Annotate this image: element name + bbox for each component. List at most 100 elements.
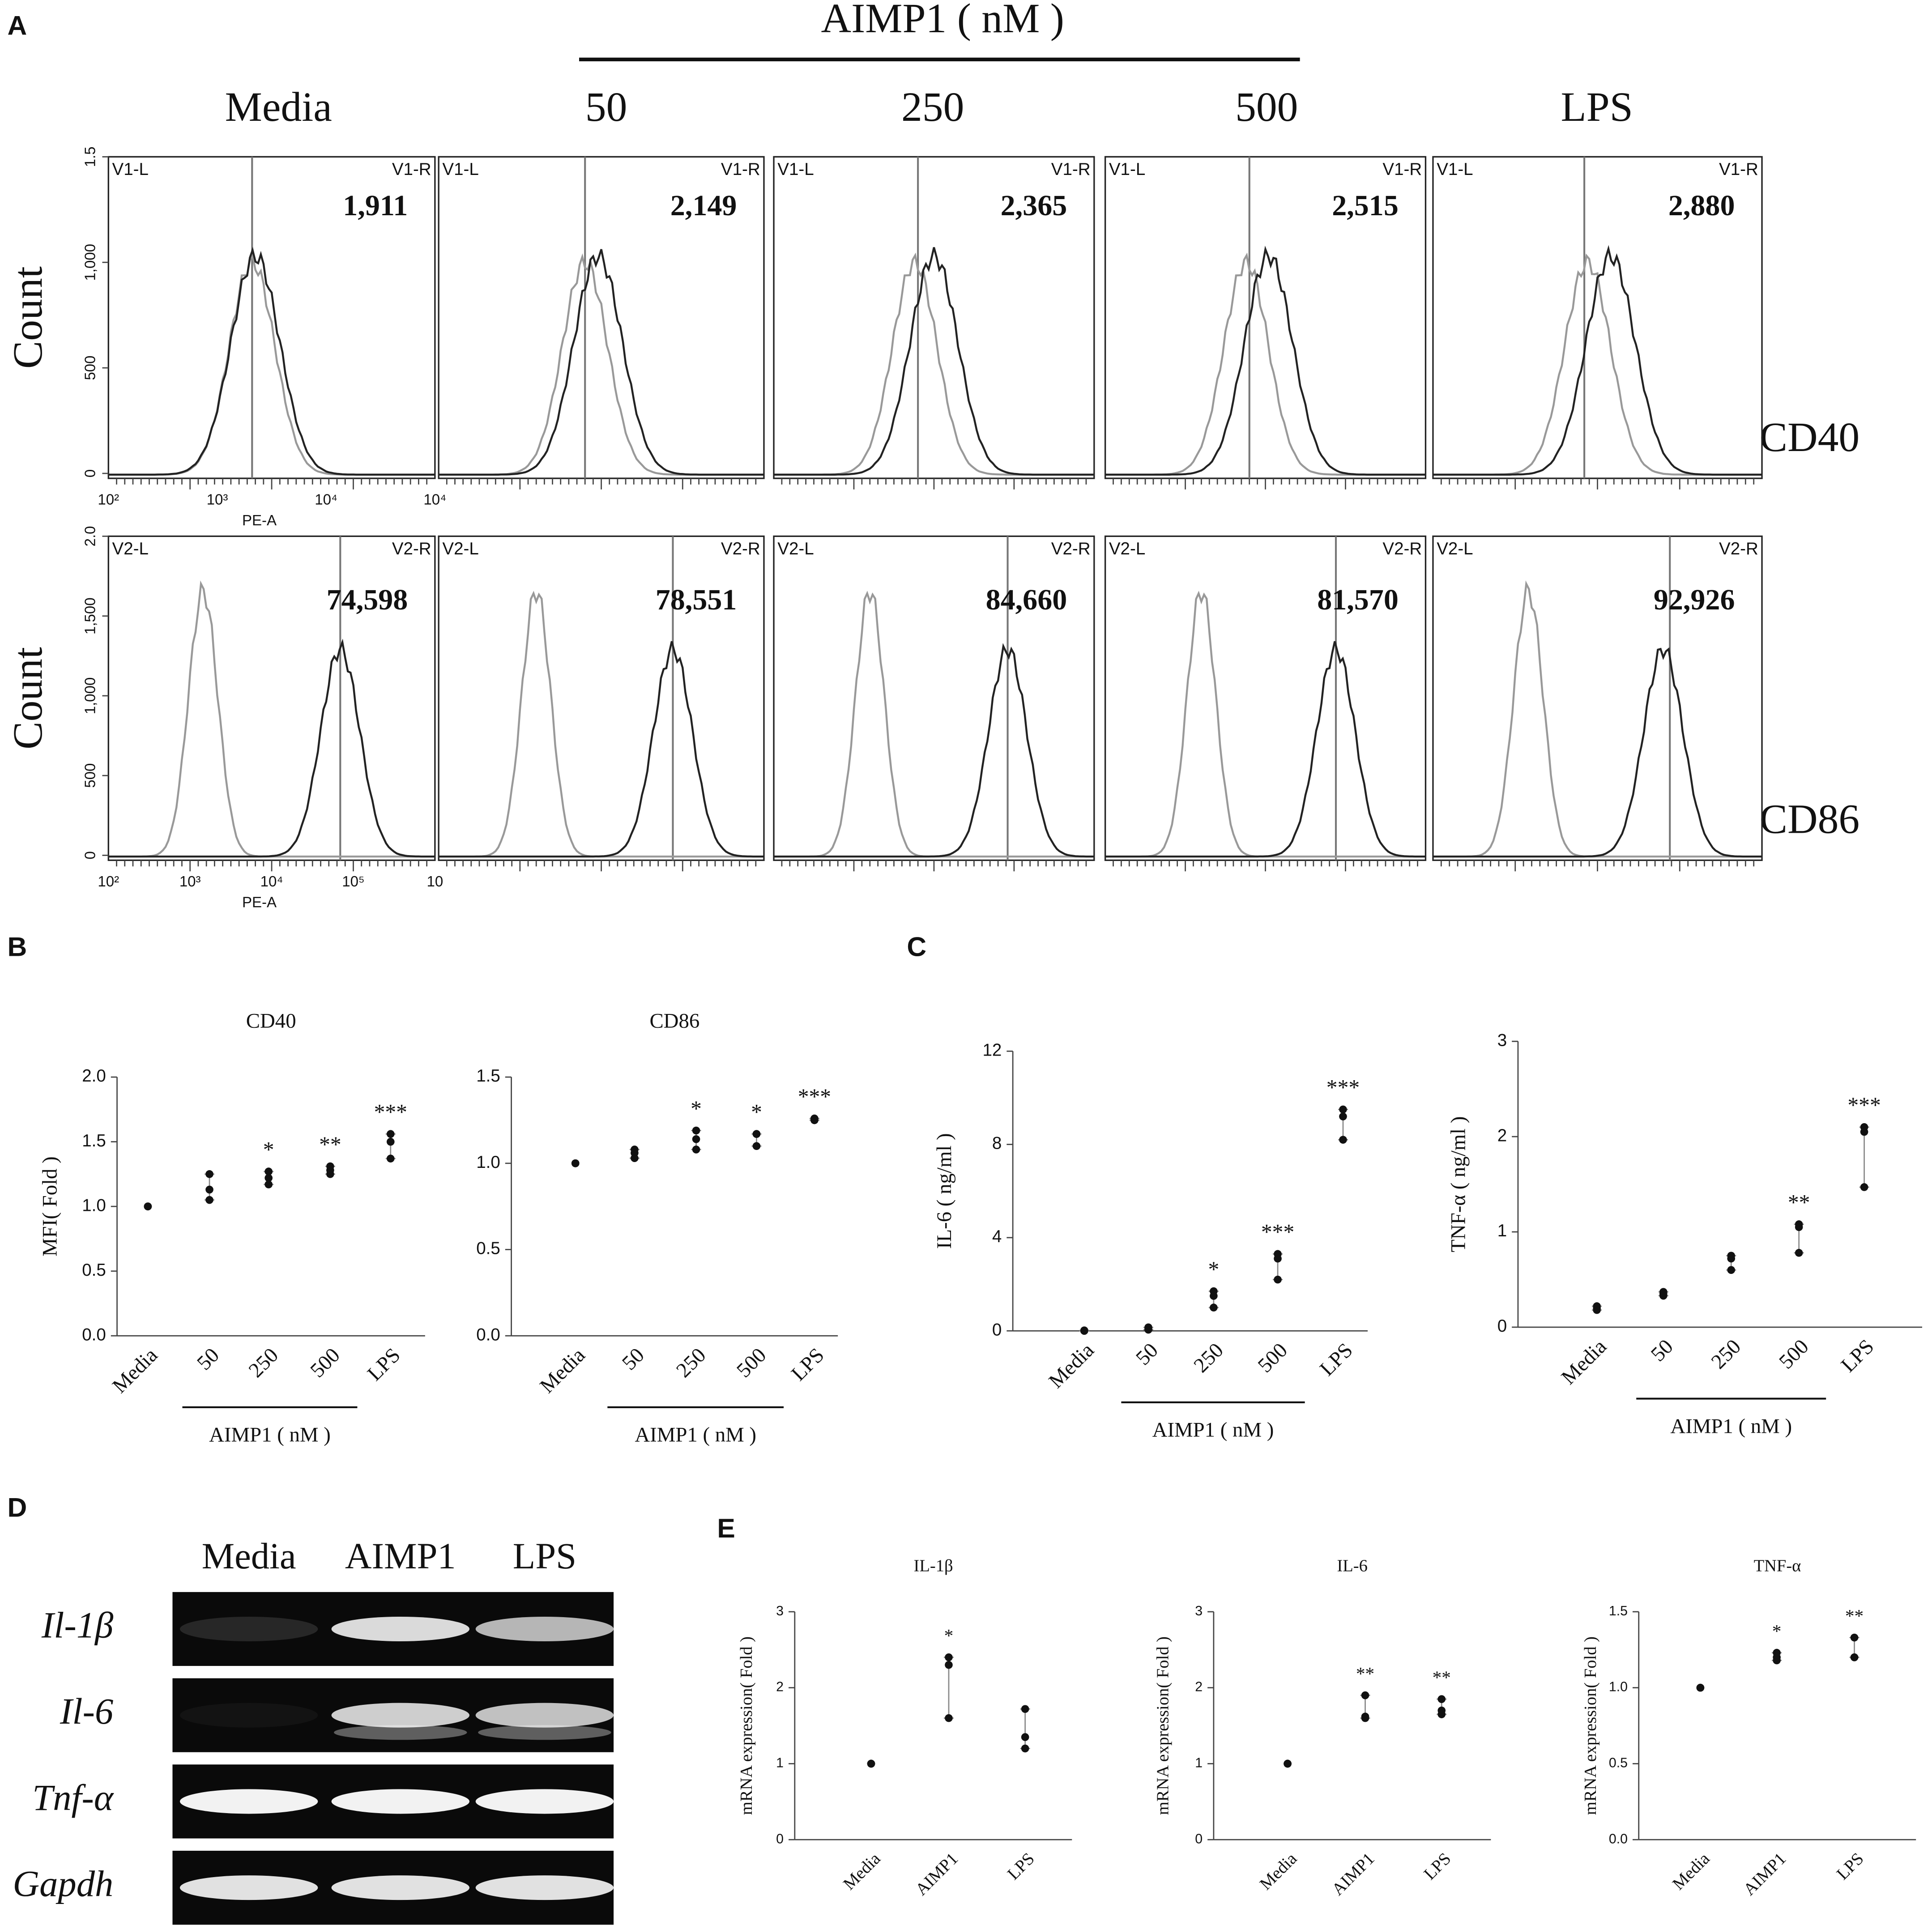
data-point (692, 1146, 700, 1154)
data-point (1795, 1220, 1803, 1228)
y-axis-label: mRNA expression( Fold ) (1154, 1636, 1173, 1815)
y-axis-label: mRNA expression( Fold ) (737, 1636, 756, 1815)
significance-label: *** (374, 1100, 407, 1124)
y-axis-label: Count (5, 647, 51, 750)
data-point (1080, 1326, 1088, 1334)
data-point (692, 1126, 700, 1135)
chart-title: IL-6 (1337, 1557, 1367, 1576)
mfi-label: 2,515 (1332, 189, 1399, 222)
gel-band (334, 1725, 467, 1740)
data-point (1144, 1323, 1152, 1332)
data-point (144, 1202, 152, 1210)
significance-label: ** (1433, 1667, 1451, 1688)
y-tick-label: 3 (1195, 1604, 1203, 1618)
data-point (1437, 1706, 1446, 1715)
panel-letter: C (907, 932, 926, 962)
row-label: CD40 (1760, 414, 1860, 460)
y-axis-label: Count (5, 266, 51, 369)
significance-label: * (263, 1137, 274, 1162)
column-label: 500 (1235, 84, 1298, 130)
y-tick-label: 0 (992, 1320, 1002, 1339)
histogram-curve (774, 247, 1094, 476)
y-tick-label: 1.5 (1609, 1604, 1628, 1618)
significance-label: ** (1845, 1606, 1864, 1626)
y-tick-label: 1,000 (81, 244, 98, 281)
mfi-label: 84,660 (986, 583, 1067, 616)
significance-label: *** (1261, 1220, 1294, 1244)
y-tick-label: 1.5 (82, 1131, 106, 1150)
gate-label: V2-R (1719, 539, 1758, 558)
data-point (264, 1174, 273, 1182)
panel-letter: B (8, 932, 27, 962)
gate-label: V2-R (392, 539, 431, 558)
x-tick-label: 10² (98, 873, 119, 890)
y-tick-label: 0.5 (476, 1239, 500, 1258)
data-point (1727, 1266, 1736, 1274)
y-tick-label: 0.5 (82, 1261, 106, 1280)
y-tick-label: 2.0 (81, 526, 98, 546)
y-tick-label: 1.0 (1609, 1680, 1628, 1695)
lane-label: LPS (513, 1535, 576, 1576)
significance-label: *** (1326, 1075, 1360, 1100)
data-point (1274, 1275, 1282, 1284)
gate-label: V2-L (1437, 539, 1473, 558)
y-axis-label: MFI( Fold ) (38, 1156, 61, 1256)
gate-label: V1-R (1051, 160, 1091, 179)
gate-label: V2-L (442, 539, 478, 558)
panel-header: AIMP1 ( nM ) (821, 0, 1064, 42)
y-tick-label: 0.0 (1609, 1831, 1628, 1846)
data-point (326, 1162, 334, 1171)
histogram-curve (439, 641, 764, 858)
panel-letter: E (717, 1513, 735, 1543)
mfi-label: 78,551 (656, 583, 737, 616)
data-point (1773, 1648, 1781, 1657)
data-point (571, 1159, 580, 1167)
x-tick-label: 10⁴ (315, 491, 337, 507)
significance-label: * (1208, 1257, 1220, 1282)
gel-band (179, 1703, 318, 1728)
y-tick-label: 0 (81, 469, 98, 477)
data-point (945, 1653, 953, 1661)
x-tick-label: 10³ (207, 491, 228, 507)
gene-label: Tnf-α (32, 1777, 114, 1818)
gel-band (475, 1616, 614, 1642)
y-tick-label: 1.0 (476, 1153, 500, 1172)
histogram-curve (108, 247, 435, 476)
histogram-curve (1105, 641, 1426, 858)
mfi-label: 92,926 (1654, 583, 1735, 616)
data-point (1850, 1653, 1859, 1661)
gate-label: V1-R (1719, 160, 1758, 179)
y-axis-label: TNF-α ( ng/ml ) (1446, 1116, 1470, 1252)
y-tick-label: 4 (992, 1227, 1002, 1246)
data-point (1361, 1691, 1369, 1699)
significance-label: *** (798, 1084, 831, 1109)
data-point (1860, 1183, 1868, 1191)
significance-label: ** (1356, 1663, 1374, 1684)
data-point (1795, 1249, 1803, 1257)
data-point (1339, 1136, 1347, 1144)
y-tick-label: 1,000 (81, 677, 98, 715)
data-point (1021, 1744, 1029, 1753)
chart-title: CD86 (649, 1009, 699, 1033)
mfi-label: 2,880 (1668, 189, 1735, 222)
y-tick-label: 1.0 (82, 1196, 106, 1215)
data-point (1339, 1105, 1347, 1114)
data-point (692, 1135, 700, 1143)
x-tick-label: 10² (98, 491, 119, 507)
column-label: 250 (901, 84, 964, 130)
significance-label: * (751, 1100, 762, 1124)
histogram-curve (1105, 246, 1426, 476)
data-point (1210, 1287, 1218, 1295)
data-point (1284, 1759, 1292, 1768)
y-tick-label: 1 (1497, 1221, 1507, 1240)
gel-band (331, 1789, 469, 1814)
mfi-label: 2,149 (670, 189, 737, 222)
gate-label: V1-L (442, 160, 478, 179)
significance-label: * (1772, 1621, 1782, 1641)
gel-band (475, 1875, 614, 1900)
y-axis-label: mRNA expression( Fold ) (1581, 1636, 1600, 1815)
column-label: 50 (585, 84, 627, 130)
x-tick-label: 10⁴ (260, 873, 283, 890)
data-point (264, 1180, 273, 1188)
y-tick-label: 1,500 (81, 597, 98, 635)
